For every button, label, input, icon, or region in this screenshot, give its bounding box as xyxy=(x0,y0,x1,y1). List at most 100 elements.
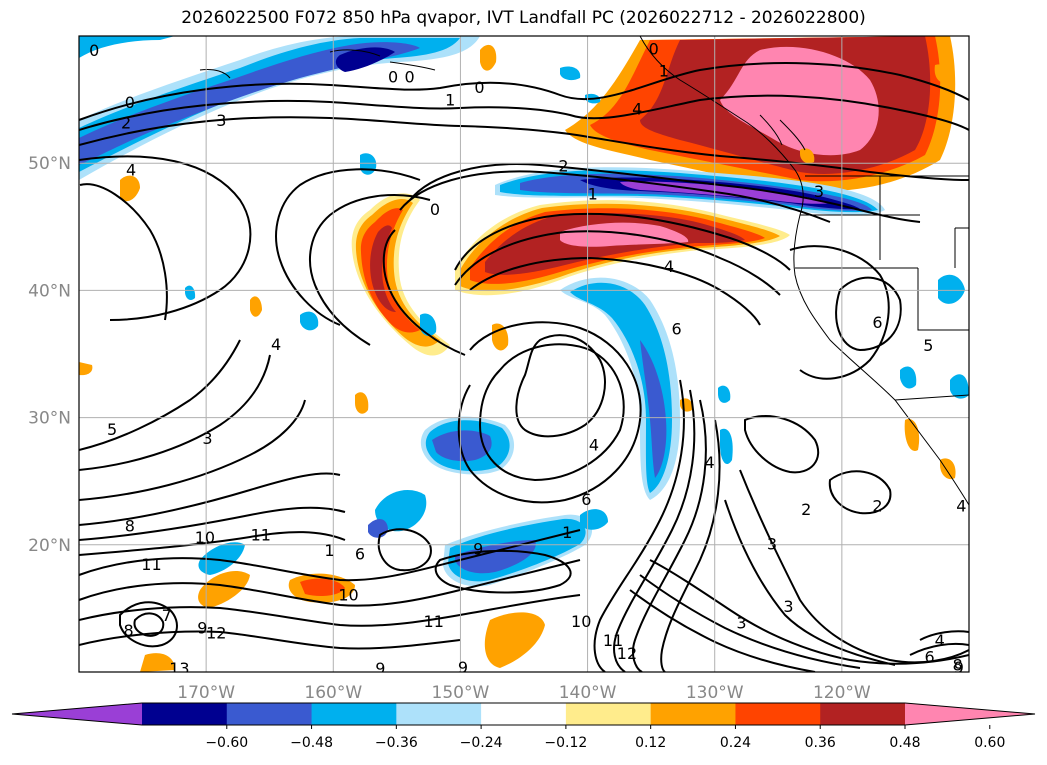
contour-line xyxy=(382,229,466,356)
contour-label: 1 xyxy=(588,185,598,204)
contour-line xyxy=(649,559,969,665)
lat-tick-label: 20°N xyxy=(28,536,71,556)
border-ca-nv xyxy=(917,268,969,331)
contour-label: 6 xyxy=(872,313,882,332)
contour-line xyxy=(828,470,892,515)
shade-c4-blue xyxy=(198,542,245,575)
contour-label: 6 xyxy=(671,320,681,339)
shade-nw-navy xyxy=(335,47,395,72)
contour-line xyxy=(275,168,421,326)
colorbar-label: −0.60 xyxy=(205,735,248,751)
shade-sb-7 xyxy=(560,66,581,81)
colorbar-segment xyxy=(820,703,906,725)
contour-label: 1 xyxy=(659,61,669,80)
colorbar-label: −0.12 xyxy=(544,735,587,751)
colorbar-label: 0.36 xyxy=(805,735,836,751)
shade-sb-5 xyxy=(718,385,731,403)
contour-label: 9 xyxy=(375,659,385,678)
contour-label: 11 xyxy=(603,631,623,650)
colorbar-label: −0.48 xyxy=(290,735,333,751)
map-frame xyxy=(78,35,970,673)
shade-small-5 xyxy=(480,44,497,71)
contour-line xyxy=(79,183,168,321)
shade-c3-blue xyxy=(375,490,427,532)
shade-e-blue xyxy=(570,282,672,493)
contour-label: 8 xyxy=(952,655,962,674)
border-mexico xyxy=(894,394,969,401)
contour-line xyxy=(919,630,969,641)
contour-line xyxy=(593,379,685,672)
contour-label: 0 xyxy=(89,41,99,60)
contour-line xyxy=(133,612,165,637)
colorbar-outline xyxy=(11,702,1036,726)
contour-label: 4 xyxy=(664,257,674,276)
shade-sb-11 xyxy=(950,374,969,399)
contour-line xyxy=(79,472,341,526)
contour-label: 4 xyxy=(632,100,642,119)
contour-label: 1 xyxy=(324,541,334,560)
colorbar-segment xyxy=(396,703,482,725)
contour-lines xyxy=(79,62,969,672)
contour-line xyxy=(79,354,271,471)
contour-label: 2 xyxy=(121,113,131,132)
colorbar-segment xyxy=(226,703,313,725)
lon-tick-label: 140°W xyxy=(559,683,617,703)
shade-o2-orange xyxy=(198,570,250,608)
contour-label: 1 xyxy=(562,523,572,542)
colorbar-segment xyxy=(735,703,821,725)
contour-line xyxy=(835,276,902,352)
contour-line xyxy=(454,230,781,296)
coastline-north-america xyxy=(639,36,969,506)
lat-tick-label: 40°N xyxy=(28,281,71,301)
shade-o3-orange xyxy=(484,612,545,668)
shade-small-2 xyxy=(250,296,262,317)
contour-label: 12 xyxy=(206,624,226,643)
shade-o4-orange xyxy=(140,653,175,672)
contour-label: 8 xyxy=(123,621,133,640)
contour-label: 0 xyxy=(649,40,659,59)
colorbar-label: −0.24 xyxy=(460,735,503,751)
contour-label: 9 xyxy=(458,658,468,677)
contour-label: 4 xyxy=(589,435,599,454)
shade-c1-mid xyxy=(432,430,492,462)
contour-label: 8 xyxy=(125,517,135,536)
lat-tick-label: 50°N xyxy=(28,154,71,174)
contour-line xyxy=(909,642,969,656)
contour-line xyxy=(469,256,761,326)
lon-tick-label: 120°W xyxy=(813,683,871,703)
contour-line xyxy=(79,116,969,181)
contour-label: 5 xyxy=(107,420,117,439)
shade-c2-mid xyxy=(455,540,536,574)
contour-line xyxy=(79,94,969,131)
lon-tick-label: 170°W xyxy=(177,683,235,703)
shade-sb-2 xyxy=(300,311,319,331)
lon-tick-label: 150°W xyxy=(432,683,490,703)
contour-line xyxy=(789,245,890,380)
coastline-layer xyxy=(79,36,969,506)
contour-line xyxy=(79,506,346,541)
contour-label: 9 xyxy=(473,540,483,559)
contour-line xyxy=(377,528,432,572)
lon-tick-label: 130°W xyxy=(686,683,744,703)
contour-line xyxy=(724,499,896,666)
contour-label: 2 xyxy=(872,496,882,515)
contour-label: 7 xyxy=(162,606,172,625)
coastline-alaska xyxy=(79,36,480,79)
contour-label: 0 xyxy=(388,68,398,87)
shade-small-6 xyxy=(79,362,93,376)
shade-sb-15 xyxy=(940,458,956,480)
contour-label: 0 xyxy=(125,93,135,112)
contour-label: 10 xyxy=(195,528,215,547)
contour-label: 5 xyxy=(923,336,933,355)
contour-label: 6 xyxy=(355,545,365,564)
contour-label: 3 xyxy=(783,597,793,616)
shade-sb-13 xyxy=(934,64,950,83)
colorbar-segment xyxy=(311,703,397,725)
shade-sb-6 xyxy=(720,428,733,465)
contour-label: 4 xyxy=(271,335,281,354)
shade-sb-9 xyxy=(938,274,965,304)
contour-line xyxy=(79,339,241,451)
contour-line xyxy=(639,574,861,669)
shade-nw-blue xyxy=(79,38,460,172)
